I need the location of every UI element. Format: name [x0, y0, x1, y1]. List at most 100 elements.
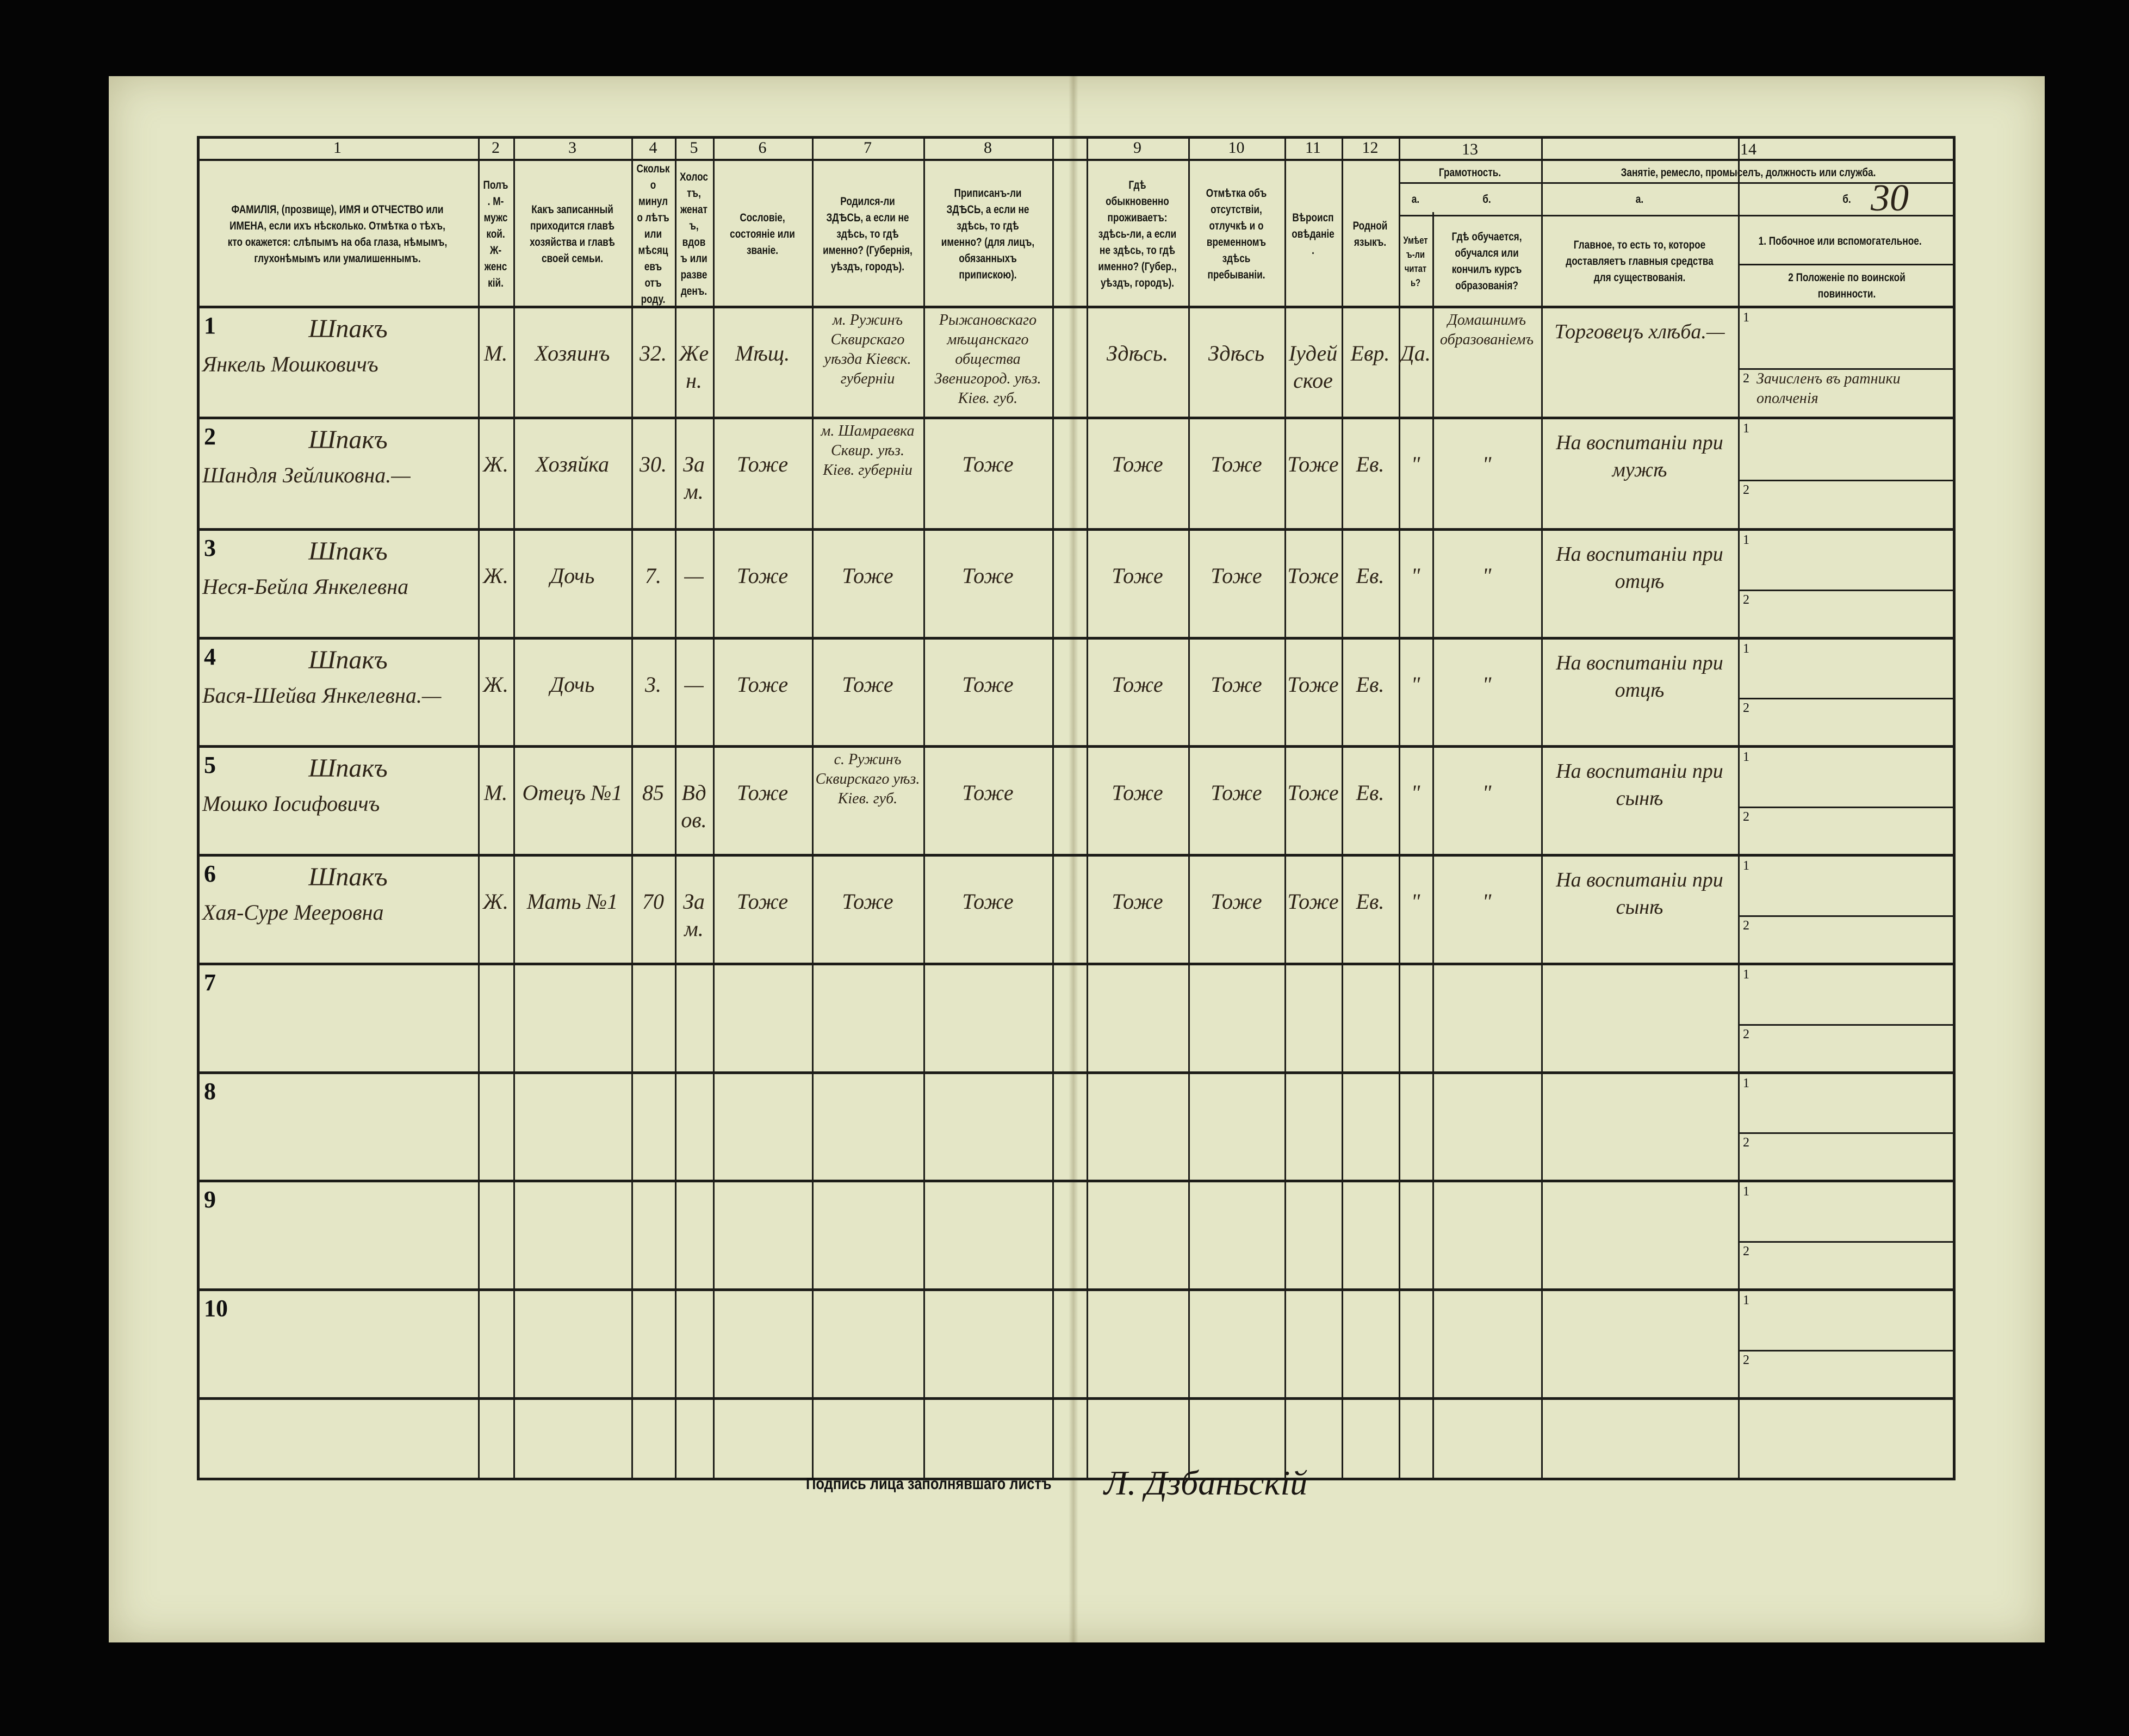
column-divider	[1342, 136, 1343, 1480]
signature: Л. Дзбаньскій	[1104, 1464, 1308, 1502]
column-divider	[1738, 136, 1740, 1480]
cell-residence: Тоже	[1112, 889, 1163, 914]
sub-line-number: 2	[1743, 1027, 1749, 1041]
cell-residence: Здѣсь.	[1106, 341, 1169, 365]
row-number: 7	[204, 969, 216, 996]
column-divider	[1052, 136, 1054, 1480]
cell-education: "	[1482, 563, 1492, 588]
column-number: 6	[758, 139, 767, 157]
cell-absence: Тоже	[1211, 672, 1262, 697]
header-number-divider	[197, 159, 1956, 161]
row-number: 3	[204, 535, 216, 561]
cell-language: Евр.	[1350, 341, 1390, 365]
cell-education: Домашнимъ образованіемъ	[1439, 312, 1534, 348]
row-sub-divider	[1738, 1132, 1956, 1134]
sub-line-number: 2	[1743, 371, 1749, 386]
cell-occupation: На воспитаніи при сынѣ	[1556, 760, 1723, 810]
row-number: 8	[204, 1078, 216, 1105]
row-sub-divider	[1738, 1241, 1956, 1243]
column-subheader: 1. Побочное или вспомогательное.	[1758, 235, 1922, 247]
cell-religion: Тоже	[1287, 672, 1339, 697]
column-number: 13	[1462, 140, 1478, 158]
row-number: 9	[204, 1186, 216, 1213]
sub-line-number: 1	[1743, 750, 1749, 764]
sub-line-number: 2	[1743, 810, 1749, 824]
cell-registered: Рыжановскаго мѣщанскаго общества Звениго…	[934, 312, 1041, 407]
cell-language: Ев.	[1356, 563, 1385, 588]
column-header: Сколько минуло лѣтъ или мѣсяцевъ отъ род…	[636, 163, 670, 306]
column-header: Какъ записанный приходится главѣ хозяйст…	[530, 203, 615, 265]
row-divider	[197, 1180, 1956, 1182]
column-number: 14	[1740, 140, 1756, 158]
given-name-patronymic: Янкель Мошковичъ	[202, 352, 378, 376]
cell-religion: Тоже	[1287, 889, 1339, 914]
cell-residence: Тоже	[1112, 452, 1163, 476]
cell-can-read: "	[1411, 452, 1420, 476]
cell-occupation: Торговецъ хлѣба.—	[1554, 320, 1725, 343]
surname: Шпакъ	[308, 314, 388, 343]
cell-military-status: Зачисленъ въ ратники ополченія	[1756, 370, 1901, 407]
column-divider	[713, 136, 715, 1480]
column-header: Вѣроисповѣданіе.	[1292, 212, 1334, 257]
sub-line-number: 1	[1743, 642, 1749, 656]
page-number: 30	[1871, 177, 1909, 219]
column-divider	[1432, 212, 1434, 1480]
cell-estate: Тоже	[736, 672, 789, 697]
cell-education: "	[1482, 672, 1492, 697]
cell-absence: Здѣсь	[1208, 341, 1265, 365]
cell-age: 85	[642, 780, 664, 805]
cell-relation: Хозяйка	[535, 452, 610, 476]
cell-age: 3.	[645, 672, 661, 697]
cell-born: Тоже	[842, 672, 893, 697]
cell-marital: Вдов.	[681, 780, 707, 832]
cell-residence: Тоже	[1112, 563, 1163, 588]
cell-sex: М.	[483, 780, 508, 805]
column-header: Отмѣтка объ отсутствіи, отлучкѣ и о врем…	[1206, 187, 1267, 281]
row-divider	[197, 1071, 1956, 1074]
cell-born: м. Ружинъ Сквирскаго уѣзда Кіевск. губер…	[824, 312, 911, 387]
given-name-patronymic: Мошко Іосифовичъ	[202, 791, 380, 816]
cell-marital: —	[684, 563, 704, 588]
cell-relation: Дочь	[550, 672, 595, 697]
cell-can-read: "	[1411, 563, 1420, 588]
row-number: 10	[204, 1295, 228, 1322]
row-divider	[197, 1397, 1956, 1400]
surname: Шпакъ	[308, 754, 388, 783]
surname: Шпакъ	[308, 646, 388, 674]
cell-marital: —	[684, 672, 704, 697]
row-divider	[197, 637, 1956, 640]
cell-education: "	[1482, 889, 1492, 914]
cell-occupation: На воспитаніи при отцѣ	[1556, 652, 1723, 702]
column-subheader: Главное, то есть то, которое доставляетъ…	[1566, 239, 1714, 284]
cell-age: 30.	[640, 452, 667, 476]
header-14b-divider	[1738, 264, 1956, 265]
cell-age: 32.	[640, 341, 667, 365]
sub-line-number: 1	[1743, 968, 1749, 982]
given-name-patronymic: Бася-Шейва Янкелевна.—	[202, 683, 442, 708]
cell-education: "	[1482, 780, 1492, 805]
cell-religion: Тоже	[1287, 563, 1339, 588]
cell-residence: Тоже	[1112, 672, 1163, 697]
sub-line-number: 2	[1743, 919, 1749, 933]
row-divider	[197, 854, 1956, 857]
column-subheader-letter: а.	[1635, 193, 1644, 206]
column-header: Занятіе, ремесло, промыселъ, должность и…	[1621, 166, 1876, 179]
cell-age: 70	[642, 889, 664, 914]
cell-born: с. Ружинъ Сквирскаго уѣз. Кіев. губ.	[815, 751, 920, 807]
sub-line-number: 2	[1743, 1136, 1749, 1150]
row-sub-divider	[1738, 368, 1956, 370]
cell-sex: М.	[483, 341, 508, 365]
cell-absence: Тоже	[1211, 452, 1262, 476]
column-header: Холостъ, женатъ, вдовъ или разведенъ.	[680, 171, 708, 297]
column-header: Приписанъ-ли ЗДѢСЬ, а если не здѣсь, то …	[941, 187, 1035, 281]
column-header: ФАМИЛІЯ, (прозвище), ИМЯ и ОТЧЕСТВО или …	[227, 203, 448, 265]
cell-registered: Тоже	[962, 889, 1014, 914]
column-header: Родился-ли ЗДѢСЬ, а если не здѣсь, то гд…	[823, 195, 913, 273]
cell-language: Ев.	[1356, 452, 1385, 476]
row-divider	[197, 745, 1956, 748]
row-sub-divider	[1738, 915, 1956, 917]
row-sub-divider	[1738, 698, 1956, 699]
given-name-patronymic: Неся-Бейла Янкелевна	[202, 574, 409, 599]
cell-language: Ев.	[1356, 672, 1385, 697]
surname: Шпакъ	[308, 863, 388, 891]
